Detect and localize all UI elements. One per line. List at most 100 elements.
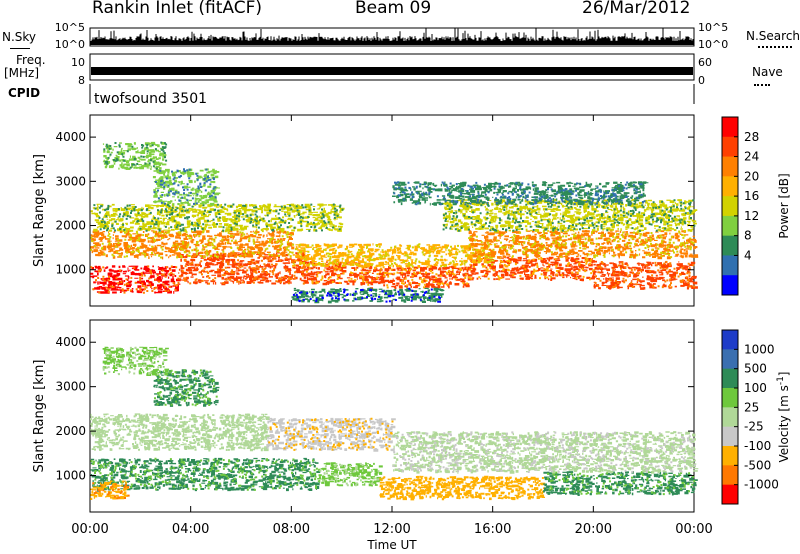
velocity-colorbar-swatch [722, 349, 738, 370]
power-region-2 [303, 261, 371, 286]
cpid-label: CPID [8, 86, 41, 100]
velocity-region-speckle [268, 417, 394, 451]
power-region-speckle [291, 243, 495, 268]
power-region-cells [303, 261, 371, 286]
velocity-colorbar-swatch [722, 407, 738, 428]
beam-label: Beam 09 [355, 0, 432, 18]
power-region-cells [468, 230, 699, 260]
power-colorbar-tick-label: 20 [744, 169, 759, 183]
velocity-region-3 [543, 471, 698, 496]
velocity-region-cells [153, 369, 220, 407]
power-region-cells [291, 287, 445, 304]
freq-tick-high: 10 [71, 56, 85, 69]
nave-tick-high: 60 [698, 56, 712, 69]
velocity-colorbar-tick-label: 25 [744, 400, 759, 414]
nsky-underline [10, 48, 30, 49]
velocity-colorbar-tick-label: -25 [744, 420, 764, 434]
power-region-8 [468, 230, 699, 260]
velocity-region-5 [392, 431, 699, 474]
nave-tick-low: 0 [698, 74, 705, 87]
power-ytick-label: 2000 [55, 219, 86, 233]
power-colorbar-swatch [722, 156, 738, 177]
velocity-colorbar-tick-label: 500 [744, 362, 767, 376]
power-region-speckle [90, 265, 180, 294]
velocity-region-cells [90, 480, 129, 500]
power-region-12 [392, 181, 649, 207]
power-colorbar-tick-label: 28 [744, 130, 759, 144]
power-region-5 [593, 260, 698, 290]
power-region-6 [90, 230, 295, 260]
power-region-cells [102, 141, 167, 170]
power-region-9 [90, 203, 345, 233]
velocity-region-speckle [379, 476, 544, 500]
velocity-region-cells [266, 417, 396, 452]
velocity-ytick-label: 1000 [55, 469, 86, 483]
nsky-tick-low: 10^0 [55, 38, 85, 51]
power-colorbar-tick-label: 24 [744, 150, 759, 164]
nsky-tick-high: 10^5 [55, 21, 85, 34]
velocity-colorbar-tick-label: 1000 [744, 342, 775, 356]
velocity-colorbar-label-exp: -1 [776, 376, 786, 385]
power-region-1 [178, 252, 309, 286]
freq-label: Freq. [16, 53, 46, 67]
power-colorbar-swatch [722, 176, 738, 197]
velocity-colorbar-frame [721, 329, 739, 505]
velocity-region-speckle [154, 369, 218, 407]
freq-tick-low: 8 [78, 74, 85, 87]
nsearch-tick-low: 10^0 [698, 38, 728, 51]
power-region-cells [90, 265, 181, 294]
power-region-cells [178, 252, 309, 286]
velocity-data [90, 346, 699, 501]
velocity-colorbar-tick-label: -500 [744, 458, 771, 472]
power-region-speckle [103, 141, 168, 170]
velocity-region-speckle [102, 346, 165, 376]
power-colorbar-swatch [722, 136, 738, 158]
velocity-region-9 [102, 346, 170, 377]
power-colorbar-swatch [722, 215, 738, 237]
velocity-region-2 [379, 475, 546, 501]
power-colorbar-tick-label: 16 [744, 189, 759, 203]
velocity-colorbar-label: Velocity [m s-1] [776, 372, 791, 463]
xaxis-label: Time UT [366, 538, 417, 552]
power-region-13 [102, 141, 168, 170]
power-ytick-label: 3000 [55, 174, 86, 188]
velocity-region-speckle [92, 482, 130, 500]
freq-trace [91, 67, 693, 75]
nsky-trace [90, 27, 694, 45]
power-colorbar-frame [721, 116, 739, 296]
velocity-colorbar-tick-label: -100 [744, 439, 771, 453]
velocity-region-7 [153, 369, 220, 407]
velocity-colorbar: 1000 500 100 25 -25 -100 -500 -1000 Velocity [m … [721, 329, 791, 505]
velocity-region-speckle [546, 471, 696, 496]
velocity-colorbar-swatch [722, 465, 738, 486]
velocity-region-0 [90, 457, 321, 492]
velocity-region-speckle [392, 431, 696, 473]
nsearch-tick-high: 10^5 [698, 21, 728, 34]
xtick-label: 00:00 [71, 522, 108, 537]
power-colorbar-swatch [722, 235, 738, 256]
velocity-region-cells [392, 431, 699, 474]
velocity-colorbar-swatch [722, 446, 738, 466]
power-region-speckle [367, 265, 469, 289]
power-colorbar-swatch [722, 275, 738, 296]
power-region-10 [442, 199, 698, 233]
power-region-3 [367, 265, 470, 290]
cpid-value: twofsound 3501 [94, 91, 208, 107]
power-region-cells [593, 261, 698, 290]
power-region-cells [152, 168, 221, 206]
velocity-colorbar-swatch [722, 368, 738, 389]
xtick-label: 12:00 [373, 522, 410, 537]
power-region-cells [367, 265, 470, 290]
power-region-cells [392, 181, 649, 207]
velocity-ylabel: Slant Range [km] [32, 360, 47, 473]
velocity-ytick-label: 2000 [55, 424, 86, 438]
velocity-colorbar-swatch [722, 330, 738, 350]
power-region-cells [292, 243, 495, 268]
velocity-region-cells [102, 346, 170, 377]
xtick-label: 16:00 [474, 522, 511, 537]
velocity-region-8 [90, 480, 130, 500]
power-region-speckle [305, 261, 368, 284]
power-region-11 [152, 168, 221, 206]
